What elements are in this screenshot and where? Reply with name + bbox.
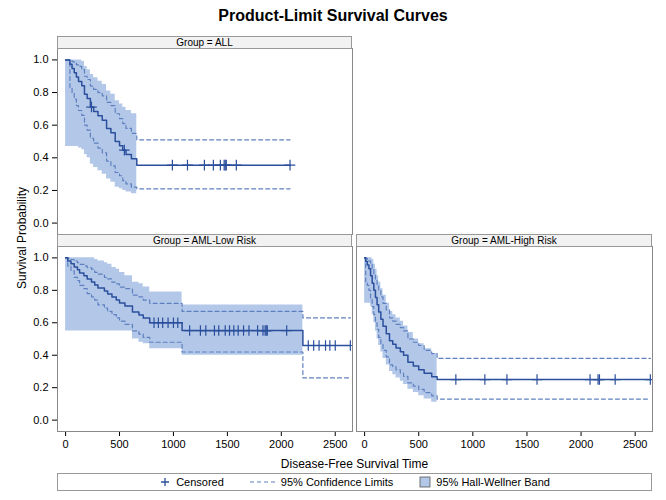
svg-text:1500: 1500	[215, 438, 239, 450]
svg-text:500: 500	[410, 438, 428, 450]
html-text:95% Confidence Limits: 95% Confidence Limits	[280, 476, 394, 488]
svg-text:2000: 2000	[269, 438, 293, 450]
svg-text:0.0: 0.0	[33, 217, 48, 229]
svg-text:1.0: 1.0	[33, 251, 48, 263]
svg-text:0: 0	[362, 438, 368, 450]
html-text:Group = AML-Low Risk: Group = AML-Low Risk	[152, 235, 256, 246]
svg-text:1.0: 1.0	[33, 53, 48, 65]
svg-text:1000: 1000	[461, 438, 485, 450]
html-text:Survival Probability: Survival Probability	[15, 187, 29, 289]
html-text:Product-Limit Survival Curves: Product-Limit Survival Curves	[218, 7, 448, 24]
html-text:95% Hall-Wellner Band: 95% Hall-Wellner Band	[436, 476, 550, 488]
svg-text:1500: 1500	[515, 438, 539, 450]
svg-text:0.8: 0.8	[33, 86, 48, 98]
svg-text:0.0: 0.0	[33, 414, 48, 426]
svg-text:0.2: 0.2	[33, 184, 48, 196]
html-text:Group = ALL: Group = ALL	[176, 37, 233, 48]
svg-text:0.4: 0.4	[33, 349, 48, 361]
svg-text:1000: 1000	[161, 438, 185, 450]
svg-text:500: 500	[110, 438, 128, 450]
svg-text:0.6: 0.6	[33, 316, 48, 328]
svg-text:2500: 2500	[623, 438, 647, 450]
svg-text:0.2: 0.2	[33, 381, 48, 393]
svg-text:0: 0	[63, 438, 69, 450]
svg-text:0.8: 0.8	[33, 284, 48, 296]
html-text:Group = AML-High Risk: Group = AML-High Risk	[451, 235, 557, 246]
svg-text:2500: 2500	[323, 438, 347, 450]
svg-text:0.4: 0.4	[33, 151, 48, 163]
html-text:Disease-Free Survival Time: Disease-Free Survival Time	[280, 457, 429, 471]
html-text:Censored: Censored	[176, 476, 224, 488]
svg-text:0.6: 0.6	[33, 119, 48, 131]
svg-text:2000: 2000	[569, 438, 593, 450]
